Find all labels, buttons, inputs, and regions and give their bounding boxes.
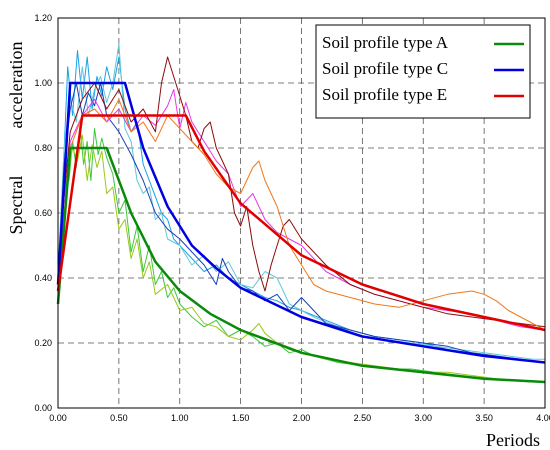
x-tick-label: 3.00 — [414, 413, 432, 423]
x-tick-label: 3.50 — [475, 413, 493, 423]
plot-area-frame — [57, 17, 546, 409]
x-tick-label: 1.00 — [171, 413, 189, 423]
legend-label-type-a: Soil profile type A — [322, 33, 449, 52]
x-tick-label: 0.50 — [110, 413, 128, 423]
y-axis-label-line-2: Spectral — [6, 176, 26, 235]
y-axis-ticks: 0.00 0.20 0.40 0.60 0.80 1.00 1.20 — [34, 13, 52, 413]
legend-label-type-c: Soil profile type C — [322, 59, 448, 78]
design-curve-type-a — [56, 146, 546, 384]
x-tick-label: 1.50 — [232, 413, 250, 423]
design-spectrum-curves — [56, 81, 546, 384]
y-axis-label-line-1: acceleration — [6, 42, 26, 129]
legend-label-type-e: Soil profile type E — [322, 85, 447, 104]
y-tick-label: 0.40 — [34, 273, 52, 283]
legend-box — [315, 24, 531, 119]
x-tick-label: 2.50 — [354, 413, 372, 423]
record-curve — [57, 56, 546, 328]
y-tick-label: 1.00 — [34, 78, 52, 88]
x-axis-label: Periods — [486, 430, 540, 450]
x-tick-label: 2.00 — [293, 413, 311, 423]
y-tick-label: 1.20 — [34, 13, 52, 23]
design-curve-type-c — [56, 81, 546, 364]
x-tick-label: 0.00 — [49, 413, 67, 423]
x-tick-label: 4.00 — [536, 413, 550, 423]
y-tick-label: 0.00 — [34, 403, 52, 413]
legend: Soil profile type A Soil profile type C … — [315, 24, 531, 119]
record-curve — [57, 98, 546, 331]
y-tick-label: 0.80 — [34, 143, 52, 153]
y-tick-label: 0.20 — [34, 338, 52, 348]
y-tick-label: 0.60 — [34, 208, 52, 218]
record-curve — [57, 82, 546, 363]
design-curve-type-e — [56, 114, 546, 332]
x-axis-ticks: 0.00 0.50 1.00 1.50 2.00 2.50 3.00 3.50 4.00 — [49, 413, 550, 423]
